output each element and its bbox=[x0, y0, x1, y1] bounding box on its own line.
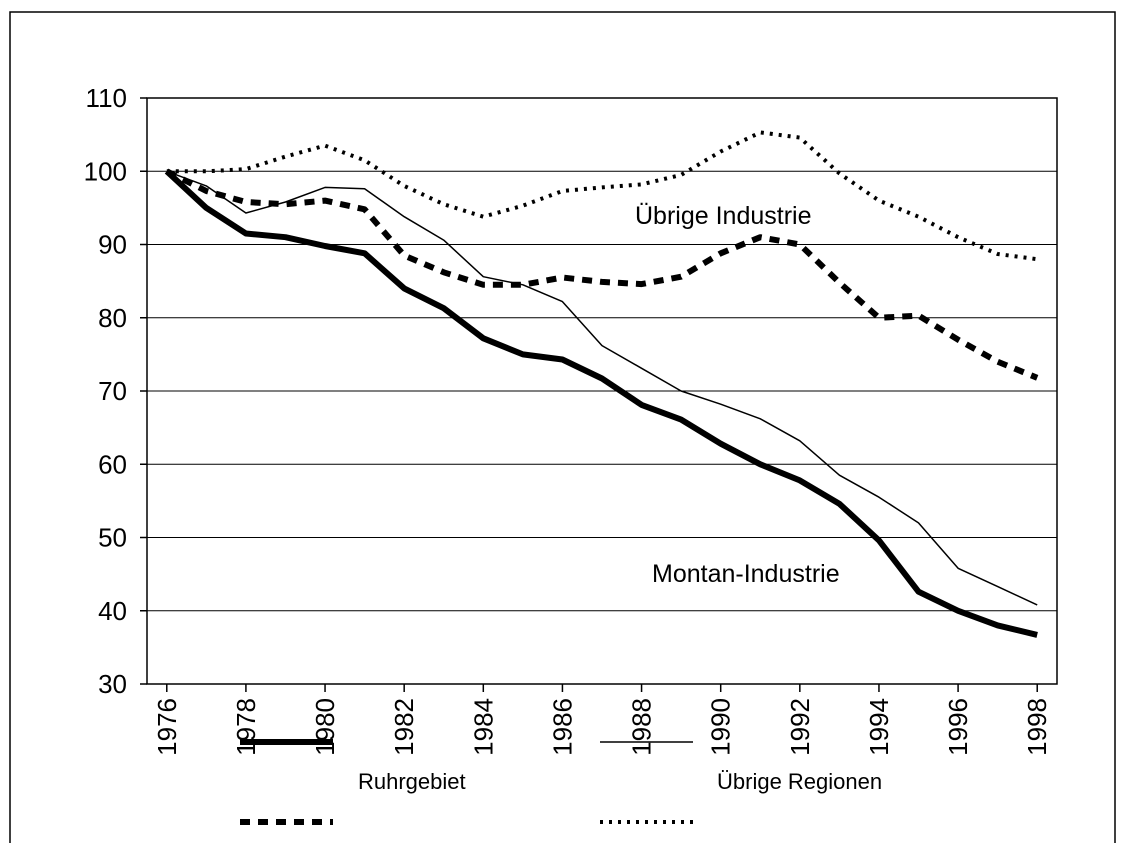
y-tick-label: 90 bbox=[98, 230, 127, 260]
x-tick-label: 1990 bbox=[706, 698, 736, 756]
series-line bbox=[166, 130, 1038, 262]
series-line bbox=[166, 170, 1038, 606]
chart-frame bbox=[9, 11, 1116, 843]
y-tick-label: 110 bbox=[86, 83, 127, 113]
x-tick-label: 1988 bbox=[627, 698, 657, 756]
y-tick-label: 40 bbox=[98, 596, 127, 626]
x-tick-label: 1976 bbox=[152, 698, 182, 756]
x-tick-label: 1996 bbox=[943, 698, 973, 756]
legend-label: Übrige Regionen bbox=[717, 769, 882, 794]
y-tick-label: 30 bbox=[98, 669, 127, 699]
x-tick-label: 1998 bbox=[1022, 698, 1052, 756]
x-tick-label: 1984 bbox=[468, 698, 498, 756]
x-tick-label: 1980 bbox=[310, 698, 340, 756]
y-tick-label: 80 bbox=[98, 303, 127, 333]
series-line bbox=[165, 168, 1039, 381]
y-tick-label: 70 bbox=[98, 376, 127, 406]
x-tick-label: 1986 bbox=[547, 698, 577, 756]
annotation: Montan-Industrie bbox=[652, 560, 840, 588]
y-tick-label: 100 bbox=[84, 156, 127, 186]
x-tick-label: 1992 bbox=[785, 698, 815, 756]
x-tick-label: 1978 bbox=[231, 698, 261, 756]
legend-label: Ruhrgebiet bbox=[358, 769, 466, 794]
annotation: Übrige Industrie bbox=[635, 202, 811, 230]
x-tick-label: 1994 bbox=[864, 698, 894, 756]
series-line bbox=[164, 169, 1038, 638]
x-tick-label: 1982 bbox=[389, 698, 419, 756]
y-tick-label: 50 bbox=[98, 523, 127, 553]
y-tick-label: 60 bbox=[98, 449, 127, 479]
